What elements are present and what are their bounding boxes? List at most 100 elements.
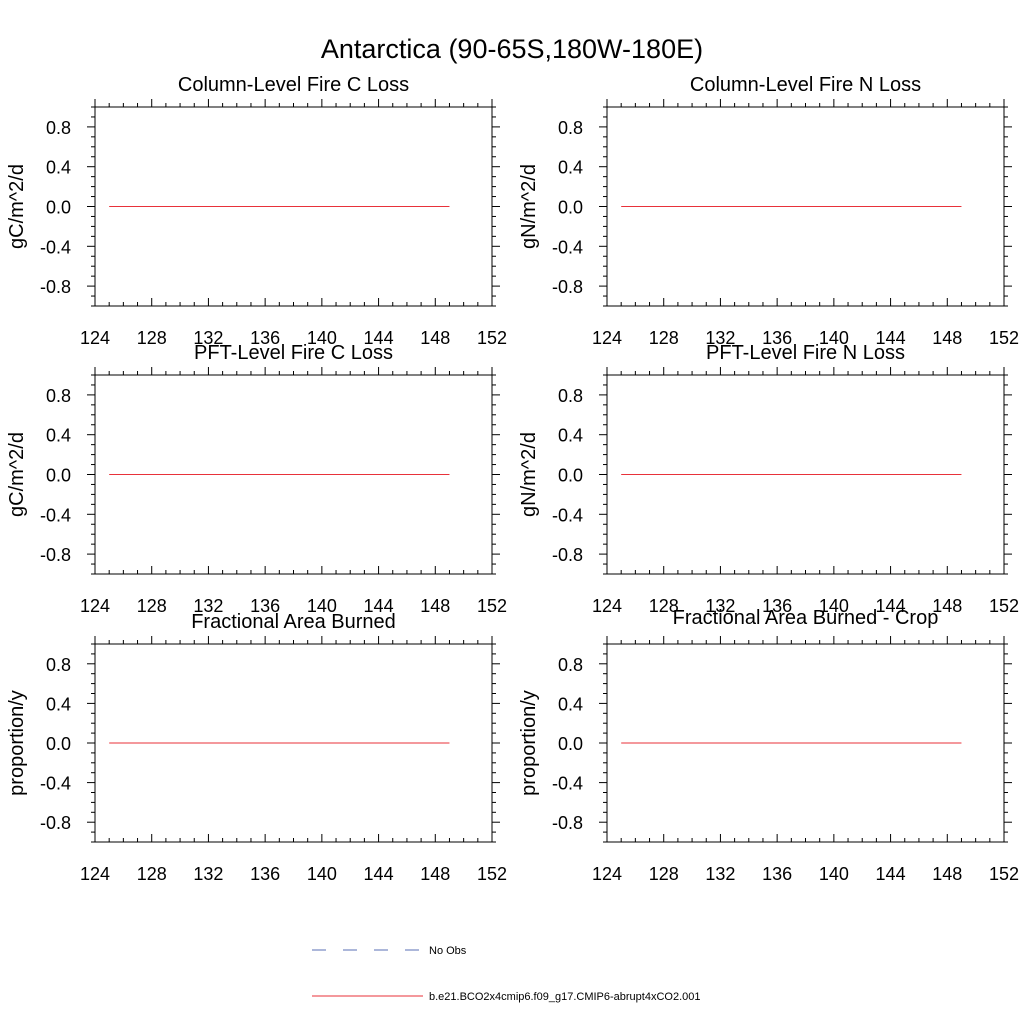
x-tick-label: 132 [705,328,735,348]
y-axis-label: gC/m^2/d [6,164,28,249]
y-tick-label: -0.8 [40,813,71,833]
x-tick-label: 136 [762,596,792,616]
x-tick-label: 128 [649,864,679,884]
x-tick-label: 124 [592,596,622,616]
y-axis-label: proportion/y [6,690,28,796]
y-tick-label: 0.0 [558,466,583,486]
y-tick-label: 0.8 [46,118,71,138]
y-tick-label: 0.0 [46,734,71,754]
panel-2: Column-Level Fire N Loss 124 128 132 136 140 1… [518,74,1019,348]
y-tick-label: 0.8 [558,655,583,675]
figure-title: Antarctica (90-65S,180W-180E) [321,34,703,64]
x-tick-label: 136 [762,864,792,884]
legend: No Obs b.e21.BCO2x4cmip6.f09_g17.CMIP6-ab… [312,945,701,1003]
panel-title: Column-Level Fire C Loss [178,74,409,96]
y-tick-label: 0.4 [558,158,583,178]
x-tick-label: 132 [705,864,735,884]
x-tick-label: 144 [876,864,906,884]
x-tick-label: 144 [876,596,906,616]
x-tick-label: 152 [477,596,507,616]
x-tick-label: 152 [477,328,507,348]
legend-entry-2: b.e21.BCO2x4cmip6.f09_g17.CMIP6-abrupt4x… [312,991,701,1003]
panel-4: PFT-Level Fire N Loss 124 128 132 136 140 144 1… [518,342,1019,616]
y-tick-label: 0.8 [46,386,71,406]
y-tick-label: 0.0 [46,466,71,486]
y-tick-label: 0.4 [46,158,71,178]
y-tick-label: 0.4 [46,426,71,446]
x-tick-label: 132 [193,596,223,616]
x-tick-label: 124 [80,596,110,616]
panel-title: Fractional Area Burned [191,611,396,633]
x-tick-label: 152 [989,328,1019,348]
x-tick-label: 140 [819,864,849,884]
x-tick-label: 148 [420,328,450,348]
x-tick-label: 128 [137,328,167,348]
y-tick-label: -0.8 [552,277,583,297]
x-tick-label: 136 [250,596,280,616]
panel-title: PFT-Level Fire C Loss [194,342,393,364]
panels: Column-Level Fire C Loss 124 128 132 136 140 1… [6,74,1019,884]
x-tick-label: 136 [250,864,280,884]
x-tick-label: 124 [592,864,622,884]
y-tick-label: -0.4 [40,774,71,794]
x-tick-label: 132 [193,328,223,348]
y-tick-label: -0.8 [40,545,71,565]
y-tick-label: 0.4 [46,694,71,714]
panel-3: PFT-Level Fire C Loss 124 128 132 136 140 144 1… [6,342,507,616]
y-tick-label: 0.0 [558,734,583,754]
legend-label: No Obs [429,945,467,957]
y-tick-label: 0.0 [46,198,71,218]
x-tick-label: 140 [307,596,337,616]
x-tick-label: 140 [307,864,337,884]
y-tick-label: 0.0 [558,198,583,218]
x-tick-label: 128 [137,596,167,616]
panel-title: PFT-Level Fire N Loss [706,342,905,364]
y-tick-label: -0.4 [40,505,71,525]
x-tick-label: 128 [649,328,679,348]
y-tick-label: 0.8 [558,118,583,138]
x-tick-label: 152 [989,596,1019,616]
x-tick-label: 124 [592,328,622,348]
y-tick-label: -0.8 [552,545,583,565]
panel-title: Fractional Area Burned - Crop [673,607,939,629]
y-axis-label: proportion/y [518,690,540,796]
panel-6: Fractional Area Burned - Crop 124 128 132 13… [518,607,1019,884]
y-tick-label: -0.4 [552,237,583,257]
y-axis-label: gC/m^2/d [6,432,28,517]
x-tick-label: 144 [364,328,394,348]
x-tick-label: 148 [420,864,450,884]
y-tick-label: 0.4 [558,694,583,714]
x-tick-label: 152 [989,864,1019,884]
y-tick-label: -0.8 [40,277,71,297]
legend-label: b.e21.BCO2x4cmip6.f09_g17.CMIP6-abrupt4x… [429,991,701,1003]
x-tick-label: 128 [649,596,679,616]
x-tick-label: 136 [250,328,280,348]
y-tick-label: -0.4 [40,237,71,257]
y-tick-label: 0.8 [558,386,583,406]
x-tick-label: 132 [705,596,735,616]
y-tick-label: -0.8 [552,813,583,833]
x-tick-label: 148 [420,596,450,616]
y-axis-label: gN/m^2/d [518,164,540,249]
x-tick-label: 132 [193,864,223,884]
y-tick-label: -0.4 [552,505,583,525]
x-tick-label: 152 [477,864,507,884]
y-tick-label: 0.4 [558,426,583,446]
panel-5: Fractional Area Burned 124 128 132 136 140 144… [6,611,507,884]
y-tick-label: -0.4 [552,774,583,794]
panel-title: Column-Level Fire N Loss [690,74,921,96]
legend-entry-1: No Obs [312,945,467,957]
x-tick-label: 148 [932,864,962,884]
x-tick-label: 144 [364,596,394,616]
x-tick-label: 144 [364,864,394,884]
y-tick-label: 0.8 [46,655,71,675]
x-tick-label: 140 [307,328,337,348]
x-tick-label: 136 [762,328,792,348]
x-tick-label: 128 [137,864,167,884]
x-tick-label: 124 [80,864,110,884]
x-tick-label: 148 [932,596,962,616]
panel-1: Column-Level Fire C Loss 124 128 132 136 140 1… [6,74,507,348]
x-tick-label: 140 [819,328,849,348]
x-tick-label: 124 [80,328,110,348]
